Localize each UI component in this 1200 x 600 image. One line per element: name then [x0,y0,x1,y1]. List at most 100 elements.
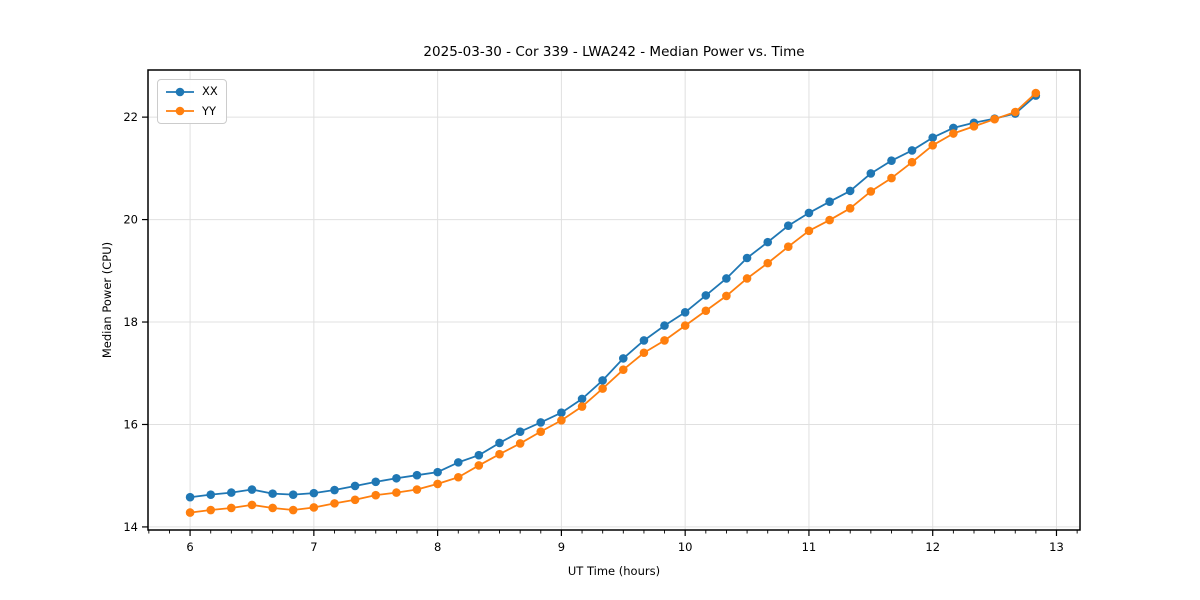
data-point-yy [288,505,298,515]
y-tick-label: 22 [123,110,138,124]
data-point-xx [577,394,587,404]
data-point-xx [453,458,463,467]
y-tick-label: 20 [123,213,138,227]
data-point-xx [433,467,442,477]
data-point-yy [577,402,587,411]
grid [148,70,1080,530]
data-point-yy [742,274,752,283]
y-tick-label: 14 [123,520,138,534]
data-point-yy [969,122,979,131]
data-point-yy [185,508,195,517]
legend-line-yy-icon [166,106,194,116]
data-point-yy [845,204,855,213]
data-point-yy [268,503,277,513]
legend: XX YY [157,79,227,124]
data-point-yy [680,321,690,330]
data-point-xx [206,490,216,499]
data-point-xx [887,156,896,165]
data-point-yy [990,114,999,124]
data-point-xx [742,253,752,263]
data-point-xx [515,427,525,436]
data-point-xx [907,146,917,155]
data-point-xx [804,208,814,218]
data-point-yy [309,503,319,512]
data-point-xx [618,354,628,363]
data-point-xx [825,197,834,206]
data-point-yy [474,461,484,470]
x-tick-label: 11 [802,540,817,554]
data-point-xx [392,473,401,483]
series-line-xx [189,94,1037,499]
data-point-yy [536,427,546,436]
x-tick-label: 10 [678,540,693,554]
x-axis-label: UT Time (hours) [567,564,661,578]
data-point-xx [185,492,195,502]
data-point-yy [453,472,463,482]
legend-line-xx-icon [166,87,194,97]
data-point-yy [701,306,711,316]
data-point-yy [247,500,257,510]
data-point-yy [660,336,669,345]
data-point-yy [350,495,360,505]
data-point-xx [866,169,876,178]
x-tick-label: 7 [310,540,317,554]
data-point-yy [206,505,216,515]
data-point-xx [247,485,257,494]
x-tick-label: 9 [558,540,565,554]
data-point-yy [783,242,793,252]
data-point-yy [392,488,401,497]
data-point-xx [783,221,793,231]
plot-border [147,69,1081,531]
data-point-xx [412,470,422,480]
data-point-yy [825,215,834,225]
data-point-yy [433,479,442,489]
data-point-xx [763,237,773,247]
data-point-xx [557,408,566,417]
chart-title: 2025-03-30 - Cor 339 - LWA242 - Median P… [423,44,805,60]
data-point-yy [330,499,339,508]
data-point-yy [226,503,236,513]
data-point-xx [845,186,855,196]
data-point-xx [288,490,298,499]
data-point-xx [660,321,669,330]
x-tick-label: 12 [925,540,940,554]
x-tick-label: 6 [186,540,193,554]
series-yy [185,88,1041,517]
data-point-yy [495,449,504,459]
data-point-xx [928,133,938,142]
data-point-xx [680,307,690,317]
data-point-yy [949,129,958,138]
y-axis-label: Median Power (CPU) [100,241,114,359]
data-point-yy [763,258,773,268]
series-line-yy [189,92,1037,514]
data-point-yy [618,365,628,374]
data-point-yy [639,348,649,358]
data-point-yy [866,187,876,196]
data-point-xx [639,336,649,345]
x-tick-label: 8 [434,540,441,554]
data-point-yy [1010,107,1020,117]
data-point-xx [226,488,236,497]
x-axis: 6 7 8 9 10 11 12 13 [148,530,1078,554]
data-point-xx [722,274,731,283]
data-point-xx [495,438,504,448]
legend-label-xx: XX [202,84,218,98]
data-point-yy [557,416,566,425]
data-point-yy [907,157,917,167]
data-point-yy [928,141,938,150]
data-point-yy [804,226,814,236]
data-point-xx [371,477,381,487]
data-point-yy [887,173,896,183]
data-point-yy [1031,88,1041,98]
data-point-yy [412,485,422,494]
data-point-yy [722,291,731,301]
data-point-xx [598,376,607,385]
data-point-xx [536,418,546,427]
data-point-xx [268,489,277,498]
data-point-xx [330,485,339,495]
x-tick-label: 13 [1049,540,1064,554]
data-point-xx [701,291,711,300]
data-point-yy [598,384,607,393]
